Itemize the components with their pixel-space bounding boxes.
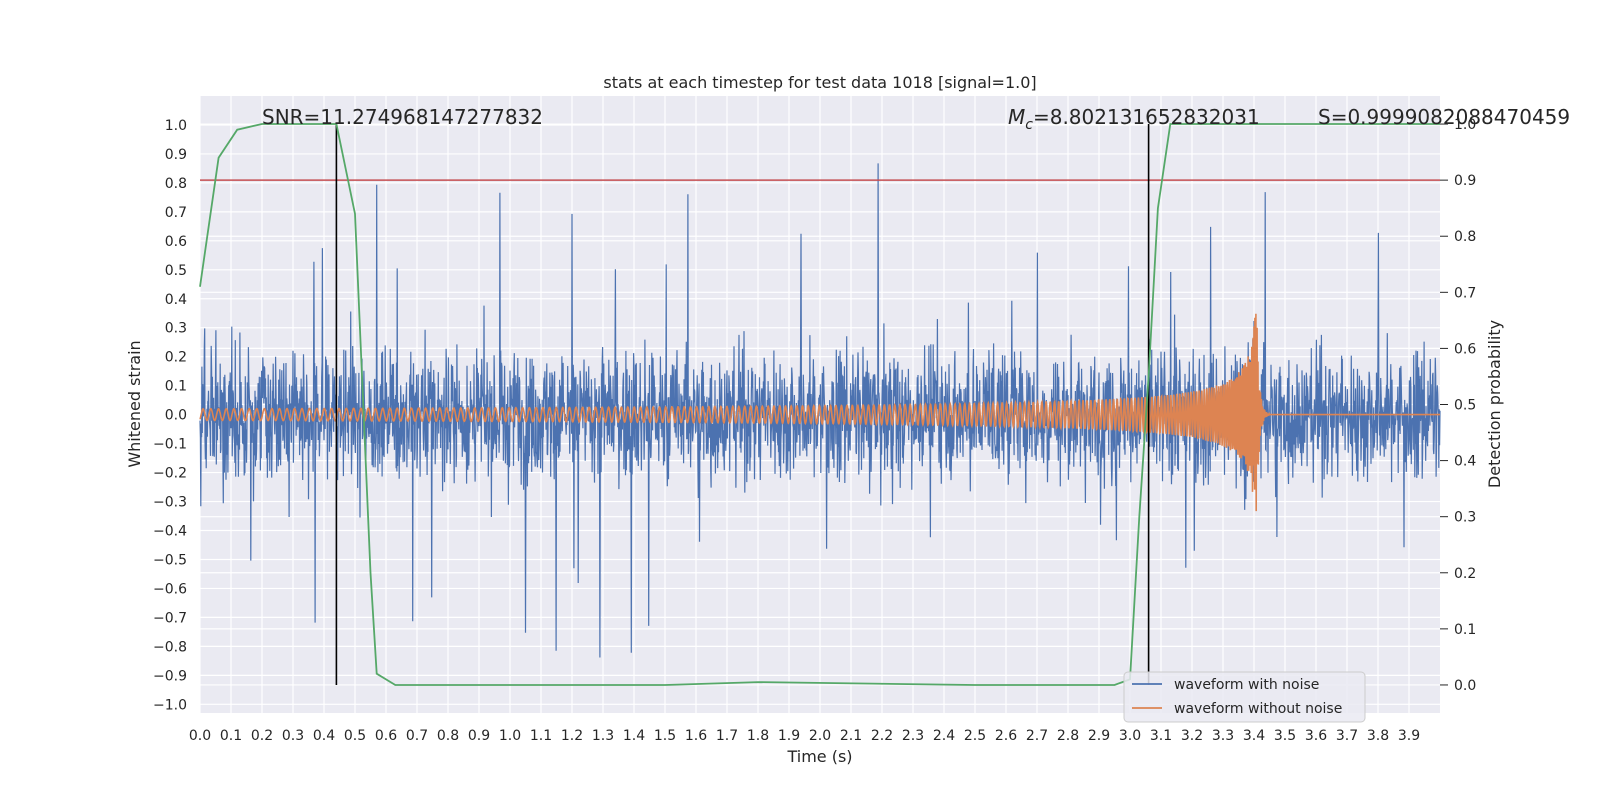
x-tick-label: 1.4 — [623, 728, 645, 744]
y-tick-label: 0.9 — [165, 147, 187, 163]
y2-tick-label: 0.8 — [1454, 229, 1476, 245]
x-tick-label: 0.4 — [313, 728, 335, 744]
y2-axis-label: Detection probability — [1485, 320, 1504, 488]
y-tick-label: −0.4 — [153, 524, 187, 540]
x-tick-label: 3.9 — [1398, 728, 1420, 744]
y-tick-label: 0.6 — [165, 234, 187, 250]
x-tick-label: 2.4 — [933, 728, 955, 744]
clean-series — [199, 313, 1440, 512]
y2-tick-label: 0.6 — [1454, 341, 1476, 357]
y2-tick-label: 0.3 — [1454, 510, 1476, 526]
x-tick-label: 1.8 — [747, 728, 769, 744]
x-tick-label: 0.0 — [189, 728, 211, 744]
x-tick-label: 0.5 — [344, 728, 366, 744]
y2-tick-label: 1.0 — [1454, 117, 1476, 133]
y2-tick-label: 0.0 — [1454, 678, 1476, 694]
x-tick-label: 3.1 — [1150, 728, 1172, 744]
y-axis-label: Whitened strain — [125, 340, 144, 467]
y2-tick-label: 0.1 — [1454, 622, 1476, 638]
x-tick-label: 3.6 — [1305, 728, 1327, 744]
y-tick-label: 0.3 — [165, 321, 187, 337]
y2-ticks: 1.0 0.9 0.8 0.7 0.6 0.5 0.4 0.3 0.2 0.1 0.0 — [1440, 117, 1476, 694]
x-tick-label: 0.7 — [406, 728, 428, 744]
x-tick-label: 2.8 — [1057, 728, 1079, 744]
x-tick-label: 1.3 — [592, 728, 614, 744]
x-tick-label: 1.9 — [778, 728, 800, 744]
snr-annotation: SNR=11.274968147277832 — [262, 105, 543, 129]
x-tick-label: 2.7 — [1026, 728, 1048, 744]
merger-vlines — [335, 124, 1150, 685]
y2-tick-label: 0.4 — [1454, 454, 1476, 470]
x-tick-label: 0.3 — [282, 728, 304, 744]
x-tick-label: 3.7 — [1336, 728, 1358, 744]
mc-annotation: Mc=8.802131652832031 — [1008, 105, 1260, 133]
y-tick-label: 0.8 — [165, 176, 187, 192]
legend-clean-label: waveform without noise — [1174, 701, 1342, 717]
x-tick-label: 3.3 — [1212, 728, 1234, 744]
x-tick-label: 1.6 — [685, 728, 707, 744]
x-tick-label: 2.6 — [995, 728, 1017, 744]
y-tick-label: −0.8 — [153, 639, 187, 655]
y-tick-label: −0.7 — [153, 610, 187, 626]
y-tick-label: 0.2 — [165, 350, 187, 366]
legend-box — [1123, 671, 1366, 723]
x-tick-label: 2.1 — [840, 728, 862, 744]
x-tick-label: 2.0 — [809, 728, 831, 744]
mc-value: =8.802131652832031 — [1033, 105, 1260, 129]
mc-symbol: M — [1008, 105, 1025, 129]
y-tick-label: −0.6 — [153, 581, 187, 597]
y-tick-label: −0.2 — [153, 466, 187, 482]
chart-title: stats at each timestep for test data 101… — [603, 73, 1036, 92]
x-tick-label: 0.1 — [220, 728, 242, 744]
x-tick-label: 0.2 — [251, 728, 273, 744]
x-tick-label: 2.2 — [871, 728, 893, 744]
x-tick-label: 1.7 — [716, 728, 738, 744]
y2-tick-label: 0.9 — [1454, 173, 1476, 189]
probability-series — [199, 123, 1440, 686]
y2-tick-label: 0.7 — [1454, 285, 1476, 301]
x-tick-label: 1.2 — [561, 728, 583, 744]
y-tick-label: 0.5 — [165, 263, 187, 279]
y-tick-label: 0.7 — [165, 205, 187, 221]
x-tick-label: 3.8 — [1367, 728, 1389, 744]
x-tick-label: 3.4 — [1243, 728, 1265, 744]
y-tick-label: 0.4 — [165, 292, 187, 308]
y-tick-label: 1.0 — [165, 118, 187, 134]
legend-noise-label: waveform with noise — [1174, 677, 1319, 693]
legend: waveform with noise waveform without noi… — [1123, 671, 1366, 723]
x-axis-label: Time (s) — [786, 747, 852, 766]
x-tick-label: 2.9 — [1088, 728, 1110, 744]
clean-waveform — [199, 313, 1440, 512]
x-tick-label: 3.2 — [1181, 728, 1203, 744]
x-tick-label: 0.6 — [375, 728, 397, 744]
x-tick-label: 0.9 — [468, 728, 490, 744]
x-tick-label: 1.5 — [654, 728, 676, 744]
y-tick-label: −0.1 — [153, 437, 187, 453]
s-annotation: S=0.9999082088470459 — [1318, 105, 1570, 129]
y-tick-label: −0.5 — [153, 552, 187, 568]
x-tick-label: 0.8 — [437, 728, 459, 744]
x-tick-label: 3.0 — [1119, 728, 1141, 744]
x-tick-label: 1.1 — [530, 728, 552, 744]
y-tick-label: −1.0 — [153, 697, 187, 713]
y2-tick-label: 0.5 — [1454, 398, 1476, 414]
y-ticks: 1.0 0.9 0.8 0.7 0.6 0.5 0.4 0.3 0.2 0.1 0.0 −0.1 −0.… — [153, 118, 187, 713]
x-tick-label: 2.5 — [964, 728, 986, 744]
x-tick-label: 2.3 — [902, 728, 924, 744]
x-tick-label: 1.0 — [499, 728, 521, 744]
y2-tick-label: 0.2 — [1454, 566, 1476, 582]
mc-subscript: c — [1025, 117, 1033, 133]
x-tick-label: 3.5 — [1274, 728, 1296, 744]
y-tick-label: −0.9 — [153, 668, 187, 684]
y-tick-label: 0.0 — [165, 408, 187, 424]
y-tick-label: −0.3 — [153, 495, 187, 511]
x-ticks: 0.0 0.1 0.2 0.3 0.4 0.5 0.6 0.7 0.8 0.9 1.0 1.1 1.2 1… — [189, 728, 1420, 744]
y-tick-label: 0.1 — [165, 379, 187, 395]
probability-line — [199, 123, 1440, 686]
